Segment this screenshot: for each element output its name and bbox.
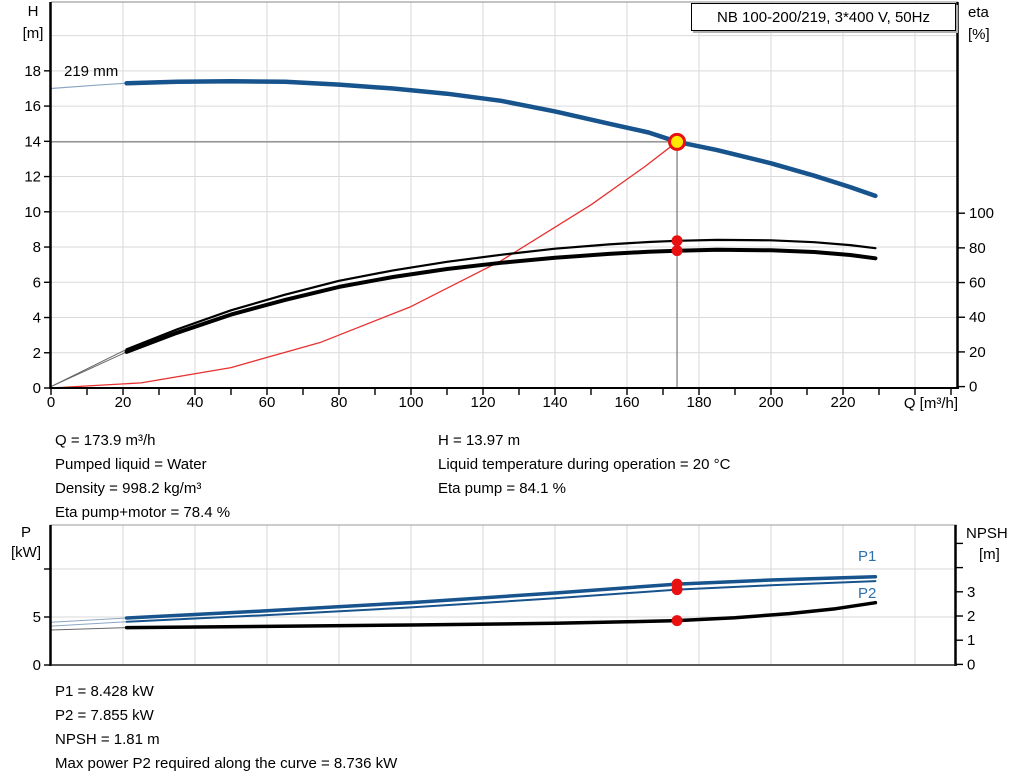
duty-point-eta-pump-motor-marker[interactable] — [671, 245, 683, 257]
h-tick-label: 4 — [33, 310, 41, 327]
h-tick-label: 12 — [24, 169, 41, 186]
info-eta-pump: Eta pump = 84.1 % — [438, 480, 566, 497]
q-tick-label: 160 — [614, 394, 639, 411]
eta-pump-motor-curve — [124, 247, 878, 354]
eta-tick-label: 0 — [969, 379, 977, 396]
duty-point-qh-marker[interactable] — [668, 132, 687, 151]
duty-info-left-column: Q = 173.9 m³/h Pumped liquid = Water Den… — [55, 429, 230, 525]
q-tick-label: 40 — [187, 394, 204, 411]
npsh-tick-label: 0 — [967, 656, 975, 673]
power-info-block: P1 = 8.428 kW P2 = 7.855 kW NPSH = 1.81 … — [55, 680, 397, 776]
h-tick-label: 8 — [33, 239, 41, 256]
p1-curve-label: P1 — [858, 548, 876, 565]
head-219mm-curve — [124, 78, 878, 199]
h-tick-label: 18 — [24, 63, 41, 80]
q-tick-label: 20 — [115, 394, 132, 411]
h-axis-unit-label: [m] — [23, 25, 44, 42]
h-tick-label: 14 — [24, 133, 41, 150]
npsh-axis-label: NPSH — [966, 525, 1008, 542]
p2-lead-curve — [50, 621, 128, 627]
p2-curve-label: P2 — [858, 585, 876, 602]
p1-lead-curve — [50, 617, 128, 623]
impeller-diameter-label: 219 mm — [64, 63, 118, 80]
q-tick-label: 180 — [686, 394, 711, 411]
npsh-tick-label: 1 — [967, 632, 975, 649]
eta-pump-curve — [125, 238, 877, 351]
npsh-lead-curve — [50, 627, 128, 631]
p-axis-label: P — [21, 524, 31, 541]
info-eta-pump-motor: Eta pump+motor = 78.4 % — [55, 504, 231, 521]
h-tick-label: 6 — [33, 274, 41, 291]
duty-point-eta-pump-marker[interactable] — [671, 235, 683, 247]
duty-point-p2-marker[interactable] — [671, 584, 683, 596]
eta-tick-label: 60 — [969, 275, 986, 292]
h-axis-label: H — [28, 3, 39, 20]
info-flow: Q = 173.9 m³/h — [55, 432, 156, 449]
pump-type-title: NB 100-200/219, 3*400 V, 50Hz — [717, 8, 930, 26]
pump-type-title-box: NB 100-200/219, 3*400 V, 50Hz — [691, 3, 956, 31]
info-head: H = 13.97 m — [438, 432, 521, 449]
q-tick-label: 100 — [398, 394, 423, 411]
duty-info-right-column: H = 13.97 m Liquid temperature during op… — [438, 429, 730, 501]
info-pumped-liquid: Pumped liquid = Water — [55, 456, 207, 473]
eta-axis-unit-label: [%] — [968, 26, 990, 43]
npsh-tick-label: 2 — [967, 608, 975, 625]
q-tick-label: 80 — [331, 394, 348, 411]
head-219mm-lead-curve — [50, 82, 128, 90]
h-tick-label: 0 — [33, 380, 41, 397]
npsh-tick-label: 3 — [967, 584, 975, 601]
p-axis-unit-label: [kW] — [11, 544, 41, 561]
info-density: Density = 998.2 kg/m³ — [55, 480, 202, 497]
q-tick-label: 120 — [470, 394, 495, 411]
p-tick-label: 5 — [33, 609, 41, 626]
system-curve-curve — [50, 141, 678, 389]
h-tick-label: 2 — [33, 345, 41, 362]
h-tick-label: 10 — [24, 204, 41, 221]
info-p2: P2 = 7.855 kW — [55, 707, 154, 724]
q-tick-label: 60 — [259, 394, 276, 411]
q-tick-label: 220 — [830, 394, 855, 411]
eta-tick-label: 40 — [969, 309, 986, 326]
q-axis-label: Q [m³/h] — [904, 395, 958, 412]
info-p1: P1 = 8.428 kW — [55, 683, 154, 700]
info-max-power: Max power P2 required along the curve = … — [55, 755, 398, 772]
info-npsh: NPSH = 1.81 m — [55, 731, 160, 748]
npsh-curve — [124, 600, 878, 630]
q-tick-label: 200 — [758, 394, 783, 411]
duty-point-npsh-marker[interactable] — [671, 615, 683, 627]
npsh-axis-unit-label: [m] — [979, 546, 1000, 563]
eta-pump-motor-lead-curve — [50, 351, 128, 388]
eta-tick-label: 20 — [969, 344, 986, 361]
info-liquid-temperature: Liquid temperature during operation = 20… — [438, 456, 731, 473]
eta-tick-label: 100 — [969, 205, 994, 222]
q-tick-label: 0 — [47, 394, 55, 411]
eta-axis-label: eta — [968, 4, 990, 21]
p1-curve — [124, 574, 878, 620]
p-tick-label: 0 — [33, 657, 41, 674]
q-tick-label: 140 — [542, 394, 567, 411]
h-tick-label: 16 — [24, 98, 41, 115]
eta-tick-label: 80 — [969, 240, 986, 257]
p2-curve — [125, 580, 877, 623]
